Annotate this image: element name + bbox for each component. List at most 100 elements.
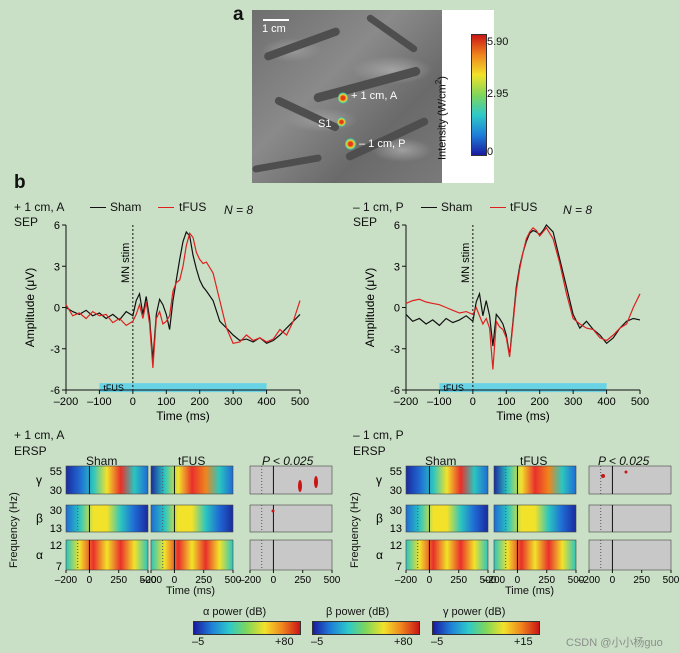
sep-right-ytick-label: 6 [394,220,400,232]
ersp-right-band-label: β [376,512,383,526]
panel-b-letter: b [14,172,26,193]
ersp-right-xtick-label: 0 [515,575,521,586]
ersp-left-xtick-label: 0 [172,575,178,586]
ersp-left-tile [249,539,333,571]
sep-right-xlabel: Time (ms) [496,409,550,423]
left-ersp-site-title: + 1 cm, A [14,428,65,442]
ersp-right-tile [493,504,577,533]
ersp-right-freq-tick: 30 [390,505,402,517]
ersp-left-xtick-label: –200 [239,575,262,586]
right-ersp-site-title: – 1 cm, P [353,428,404,442]
ersp-right-tile [493,465,577,495]
ersp-right-xtick-label: –200 [483,575,506,586]
ersp-right-freq-tick: 12 [390,540,402,552]
ersp-right-band-label: γ [376,473,382,487]
ersp-left-tile [150,539,234,571]
legend-tfus-swatch-left [158,207,174,208]
ersp-right-sig-spot [601,474,605,478]
ersp-right-xtick-label: 250 [538,575,555,586]
sep-chart-left: tFUS 6 3 0 -3 -6–200 –100 0 100 200 300 400 500 Time … [23,220,309,423]
ersp-right-freq-tick: 30 [390,485,402,497]
ersp-right-tfus-title: tFUS [520,454,548,468]
ersp-left-xtick-label: –200 [140,575,163,586]
ersp-right-xlabel: Time (ms) [505,585,555,597]
legend-sham-right: Sham [441,200,473,214]
sep-left-line-sham [65,230,301,360]
beta-power-title: β power (dB) [326,606,390,618]
ersp-left-freq-tick: 30 [50,485,62,497]
ersp-left-sig-spot [298,480,302,492]
brain-surface-image: 1 cm + 1 cm, A S1 – 1 cm, P [252,10,442,183]
sep-left-xtick-label: 400 [257,396,275,408]
ersp-left-tile [150,504,234,533]
left-sep-label: SEP [14,215,39,229]
ersp-left-band-label: β [36,512,43,526]
sep-left-ytick-label: 6 [54,220,60,232]
ersp-right-freq-tick: 13 [390,523,402,535]
sep-right-xtick-label: 200 [531,396,549,408]
sep-right-tfus-bar-label: tFUS [443,383,464,393]
panel-a-letter: a [233,4,244,25]
sep-chart-right: tFUS 6 3 0 -3 -6–200 –100 0 100 200 300 400 500 Time … [363,220,649,423]
ersp-right-xtick-label: 500 [663,575,679,586]
ersp-left-xtick-label: 500 [324,575,341,586]
watermark: CSDN @小小杨guo [566,637,663,649]
sep-right-ylabel: Amplitude (μV) [363,268,377,348]
alpha-power-colorbar [193,621,301,635]
ersp-right-xtick-label: 500 [568,575,585,586]
sep-right-xtick-label: 100 [497,396,515,408]
colorbar-mid-label: 2.95 [487,88,509,100]
focal-spot-s1 [337,117,346,127]
ersp-left-freq-tick: 55 [50,466,62,478]
ersp-left-tile [249,465,333,495]
ersp-right-xtick-label: 250 [633,575,650,586]
ersp-left-xtick-label: 250 [110,575,127,586]
ersp-right-sham-title: Sham [425,454,457,468]
legend-tfus-right: tFUS [510,200,538,214]
alpha-power-title: α power (dB) [203,606,267,618]
ersp-right-tile [405,539,489,571]
ersp-right-tile [588,504,672,533]
ersp-left-tile [65,504,149,533]
ersp-right-freq-tick: 55 [390,466,402,478]
right-ersp-label: ERSP [353,444,386,458]
n-label-right: N = 8 [563,203,593,217]
gamma-power-max: +15 [514,636,533,648]
left-ersp-label: ERSP [14,444,47,458]
sep-right-ytick-label: -6 [390,385,400,397]
sep-right-xtick-label: 400 [597,396,615,408]
ersp-right-tile [588,465,672,495]
legend-sham-swatch-right [421,207,437,208]
ersp-right-tile [405,465,489,495]
focal-spot-anterior [338,92,348,104]
ersp-left-freq-tick: 12 [50,540,62,552]
ersp-left-xtick-label: 250 [294,575,311,586]
sep-right-tfus-bar [439,383,607,393]
sep-right-line-tfus [405,226,641,370]
legend-sham-swatch-left [90,207,106,208]
alpha-power-min: –5 [192,636,205,648]
right-site-title: – 1 cm, P [353,200,404,214]
sep-left-ytick-label: 3 [54,261,60,273]
ersp-right-xtick-label: 0 [427,575,433,586]
ersp-right-xtick-label: 0 [610,575,616,586]
scale-bar-label: 1 cm [262,23,286,35]
sep-left-ylabel: Amplitude (μV) [23,268,37,348]
ersp-right-tile [588,539,672,571]
ersp-left-band-label: α [36,548,43,562]
ersp-left-xlabel: Time (ms) [166,585,216,597]
ersp-right-xtick-label: –200 [578,575,601,586]
ersp-left-xtick-label: 0 [271,575,277,586]
gamma-power-min: –5 [431,636,444,648]
ersp-right-xtick-label: 500 [480,575,497,586]
sep-left-xtick-label: 500 [291,396,309,408]
colorbar-min-label: 0 [487,146,494,158]
sep-left-xtick-label: –100 [87,396,111,408]
alpha-power-max: +80 [275,636,294,648]
ersp-left-sham-title: Sham [86,454,118,468]
ersp-right-band-label: α [376,548,383,562]
ersp-right-freq-tick: 7 [396,561,402,573]
left-site-title: + 1 cm, A [14,200,65,214]
ersp-right-sig-spot [624,470,628,474]
